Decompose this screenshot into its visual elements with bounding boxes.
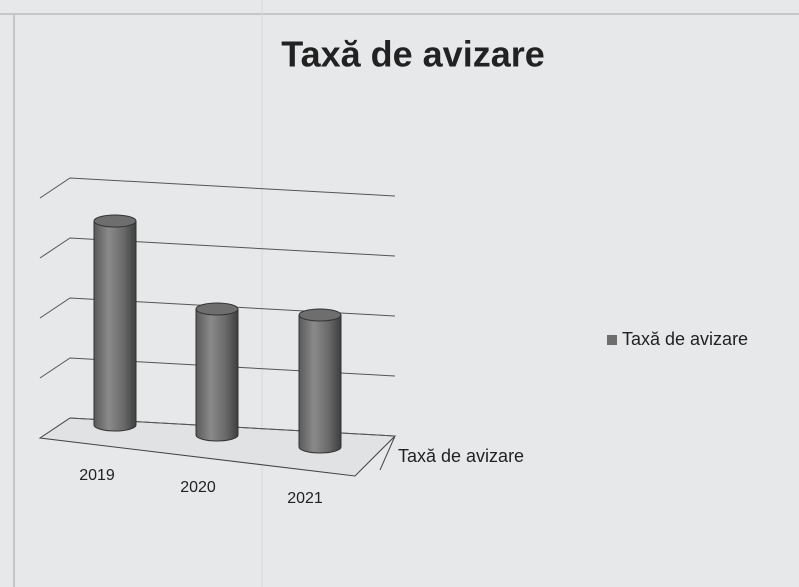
bar <box>195 302 239 442</box>
grid-line <box>39 177 396 199</box>
cylinder-top <box>93 214 137 228</box>
bar <box>298 308 342 454</box>
cylinder-body <box>195 308 239 442</box>
depth-axis-label: Taxă de avizare <box>398 446 524 466</box>
grid-line <box>39 417 396 439</box>
x-tick-label: 2020 <box>180 479 216 496</box>
cylinder-body <box>93 220 137 432</box>
legend-label: Taxă de avizare <box>622 329 748 349</box>
cylinder-body <box>298 314 342 454</box>
legend-swatch <box>607 335 617 345</box>
depth-axis <box>379 435 396 471</box>
grid-line <box>39 297 396 319</box>
cylinder-top <box>298 308 342 322</box>
grid-line <box>39 237 396 259</box>
grid-line <box>39 357 396 379</box>
x-tick-label: 2019 <box>79 467 115 484</box>
bar <box>93 214 137 432</box>
x-tick-label: 2021 <box>287 490 323 507</box>
cylinder-top <box>195 302 239 316</box>
chart-title: Taxă de avizare <box>281 34 545 75</box>
